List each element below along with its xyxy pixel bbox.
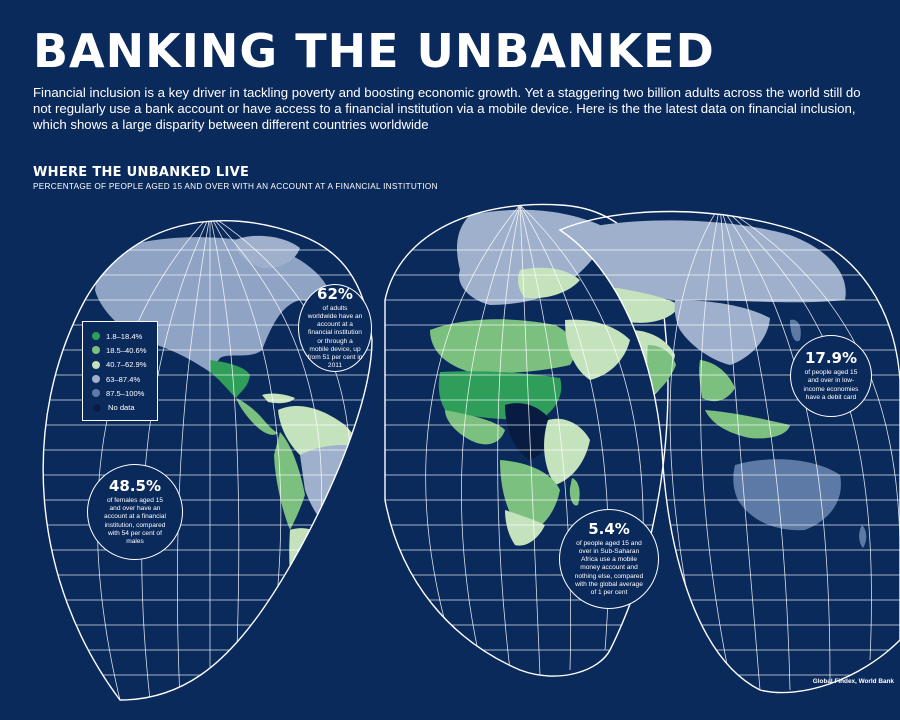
legend-swatch xyxy=(92,389,100,398)
andes-shape xyxy=(274,432,305,530)
madagascar-shape xyxy=(569,478,580,506)
north-africa-shape xyxy=(430,319,575,374)
central-america-shape xyxy=(236,398,278,435)
legend-label: No data xyxy=(108,403,135,413)
legend-item: 87.5–100% xyxy=(92,386,157,400)
japan-shape xyxy=(790,319,801,342)
map-legend: 1.8–18.4% 18.5–40.6% 40.7–62.9% 63–87.4%… xyxy=(82,321,158,421)
west-africa-shape xyxy=(445,410,505,445)
china-shape xyxy=(674,300,770,365)
mexico-shape xyxy=(210,360,250,398)
southern-tip-shape xyxy=(291,600,303,628)
legend-item: 63–87.4% xyxy=(92,372,157,386)
map-title: WHERE THE UNBANKED LIVE xyxy=(33,165,250,180)
callout-mobile-money: 5.4% of people aged 15 and over in Sub-S… xyxy=(559,509,659,609)
legend-label: 40.7–62.9% xyxy=(106,360,147,370)
legend-label: 87.5–100% xyxy=(106,388,145,398)
southeast-asia-shape xyxy=(699,360,735,402)
page-title: BANKING THE UNBANKED xyxy=(33,24,715,78)
callout-stat: 5.4% xyxy=(588,519,630,538)
legend-item: 40.7–62.9% xyxy=(92,358,157,372)
callout-stat: 17.9% xyxy=(804,349,858,368)
asia-oceania-lobe xyxy=(558,210,900,694)
brazil-shape xyxy=(300,444,371,535)
callout-adults-worldwide: 62% of adults worldwide have an account … xyxy=(298,284,372,372)
callout-text: of people aged 15 and over in Sub-Sahara… xyxy=(574,539,644,596)
legend-item: 1.8–18.4% xyxy=(92,329,157,343)
southern-cone-shape xyxy=(289,528,330,615)
east-africa-shape xyxy=(544,418,590,485)
legend-label: 63–87.4% xyxy=(106,374,141,384)
callout-text: of adults worldwide have an account at a… xyxy=(307,304,363,370)
legend-swatch xyxy=(92,346,100,355)
legend-item: No data xyxy=(92,400,157,414)
callout-text: of females aged 15 and over have an acco… xyxy=(104,496,166,545)
legend-item: 18.5–40.6% xyxy=(92,343,157,357)
callout-text: of people aged 15 and over in low-income… xyxy=(803,369,859,401)
new-zealand-shape xyxy=(859,525,867,548)
legend-swatch xyxy=(92,375,100,384)
legend-label: 1.8–18.4% xyxy=(106,331,143,341)
caribbean-shape xyxy=(262,393,295,404)
indonesia-shape xyxy=(705,410,790,439)
callout-debit-card: 17.9% of people aged 15 and over in low-… xyxy=(790,335,872,417)
legend-swatch xyxy=(92,332,100,341)
callout-stat: 62% xyxy=(317,284,353,303)
greenland-shape xyxy=(234,235,300,269)
india-shape xyxy=(647,345,676,395)
callout-stat: 48.5% xyxy=(108,476,162,495)
intro-paragraph: Financial inclusion is a key driver in t… xyxy=(33,85,861,132)
legend-swatch xyxy=(92,402,102,413)
callout-females: 48.5% of females aged 15 and over have a… xyxy=(87,464,183,560)
map-subtitle: PERCENTAGE OF PEOPLE AGED 15 AND OVER WI… xyxy=(33,182,438,191)
source-credit: Global Findex, World Bank xyxy=(812,678,894,685)
australia-shape xyxy=(733,459,841,531)
south-africa-shape xyxy=(505,510,545,546)
legend-label: 18.5–40.6% xyxy=(106,345,147,355)
central-africa-shape xyxy=(505,403,551,460)
legend-swatch xyxy=(92,360,100,369)
